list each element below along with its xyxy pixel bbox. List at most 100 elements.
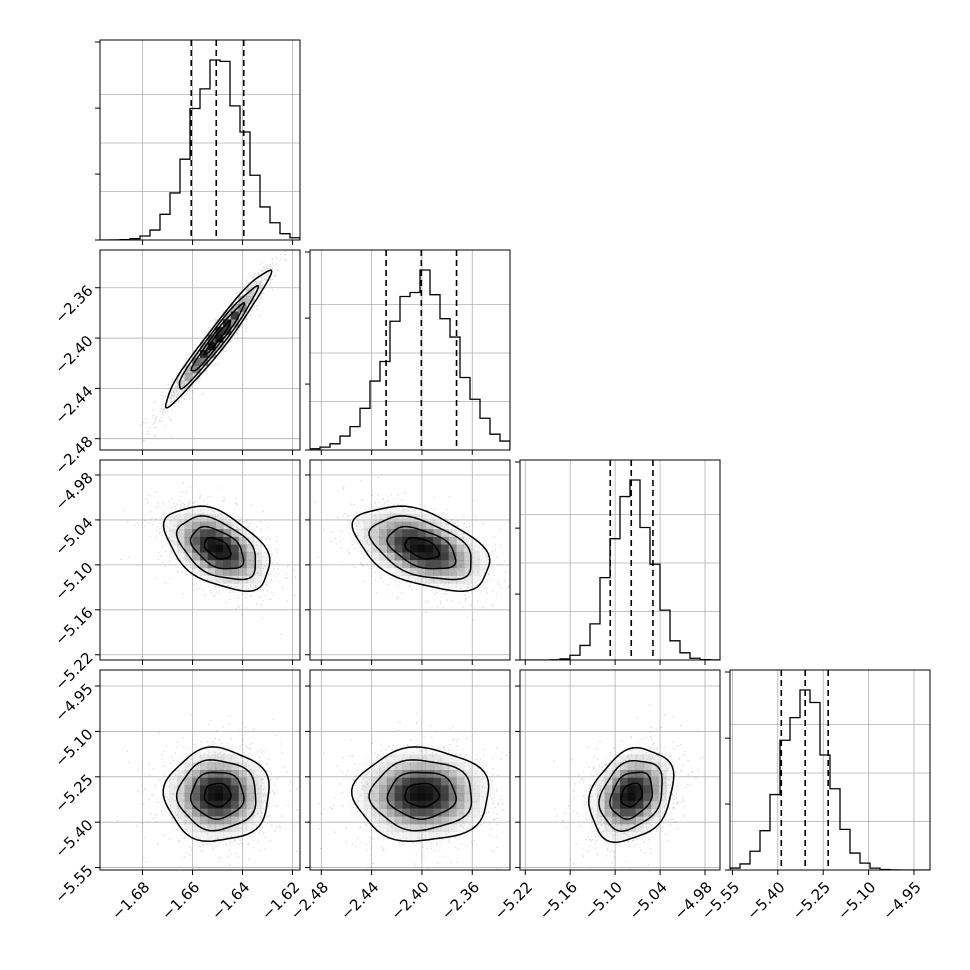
density-cell — [643, 777, 652, 786]
density-cell — [379, 506, 388, 515]
density-cell — [246, 785, 255, 794]
density-cell — [394, 521, 403, 530]
density-cell — [425, 808, 434, 817]
y-tick-label: −2.48 — [51, 432, 96, 477]
density-cell — [169, 762, 178, 771]
density-cell — [379, 762, 388, 771]
x-tick-label: −2.36 — [438, 878, 483, 923]
density-cell — [425, 831, 434, 840]
density-cell — [456, 536, 465, 546]
panel-frame — [309, 249, 511, 451]
density-cell — [589, 823, 598, 833]
density-cell — [253, 808, 263, 817]
contour-line — [386, 771, 457, 820]
density-cell — [410, 560, 419, 569]
density-cell — [666, 777, 675, 786]
density-cell — [230, 785, 239, 794]
density-cell — [417, 536, 426, 546]
density-cell — [238, 793, 247, 802]
density-cell — [612, 777, 621, 786]
density-cell — [238, 567, 247, 576]
scatter-panel-2-0 — [95, 459, 301, 665]
density-cell — [386, 785, 396, 794]
y-tick-label: −5.55 — [51, 861, 96, 906]
density-cell — [394, 498, 403, 507]
density-cell — [612, 823, 621, 833]
density-cell — [402, 831, 411, 840]
density-cell — [627, 785, 636, 794]
density-cell — [363, 552, 373, 561]
density-cell — [448, 529, 457, 538]
density-cell — [169, 770, 178, 779]
density-cell — [230, 521, 239, 530]
density-cell — [356, 536, 365, 546]
density-cell — [261, 567, 270, 576]
density-cell — [666, 785, 675, 794]
density-cell — [363, 770, 373, 779]
density-cell — [161, 536, 170, 546]
density-cell — [620, 793, 629, 802]
density-cell — [200, 785, 209, 794]
density-cell — [200, 544, 209, 553]
density-cell — [417, 560, 426, 569]
density-cell — [479, 785, 488, 794]
density-cell — [223, 529, 232, 538]
density-cell — [230, 552, 239, 561]
density-cell — [402, 552, 411, 561]
density-cell — [394, 839, 403, 848]
density-cell — [471, 536, 480, 546]
density-cell — [371, 552, 380, 561]
density-cell — [169, 521, 178, 530]
x-tick-label: −1.64 — [208, 878, 253, 923]
density-cell — [456, 567, 465, 576]
panel-frame — [99, 249, 301, 451]
density-cell — [417, 785, 426, 794]
density-cell — [207, 816, 216, 825]
density-cell — [425, 567, 434, 576]
contour-line — [350, 746, 490, 843]
density-cell — [238, 319, 247, 328]
density-cell — [238, 816, 247, 825]
density-cell — [658, 785, 667, 794]
density-cell — [440, 746, 449, 756]
density-cell — [379, 513, 388, 523]
density-cell — [192, 373, 201, 382]
density-cell — [448, 590, 457, 599]
density-cell — [433, 823, 442, 833]
density-cell — [230, 762, 239, 771]
density-cell — [176, 498, 186, 507]
density-cell — [673, 770, 683, 779]
density-cell — [253, 536, 263, 546]
density-cell — [261, 265, 270, 274]
density-cell — [486, 800, 496, 809]
density-cell — [207, 583, 216, 592]
scatter-panel-3-1 — [305, 669, 511, 875]
density-cell — [269, 265, 278, 274]
density-cell — [379, 560, 388, 569]
density-cell — [604, 831, 613, 840]
density-cell — [207, 560, 216, 569]
density-cell — [589, 785, 598, 794]
density-cell — [161, 396, 170, 405]
density-cell — [479, 567, 488, 576]
density-cell — [440, 816, 449, 825]
x-tick-label: −4.95 — [880, 878, 925, 923]
density-cell — [253, 575, 263, 584]
density-cell — [356, 529, 365, 538]
density-cell — [207, 506, 216, 515]
density-cell — [417, 808, 426, 817]
density-cell — [246, 762, 255, 771]
density-cell — [261, 575, 270, 584]
density-cell — [386, 816, 396, 825]
density-cell — [356, 544, 365, 553]
density-cell — [627, 831, 636, 840]
density-cell — [417, 552, 426, 561]
density-cell — [192, 839, 201, 848]
density-cell — [184, 800, 193, 809]
contour-line — [162, 746, 270, 843]
density-cell — [417, 754, 426, 763]
density-cell — [200, 342, 209, 351]
density-cell — [207, 823, 216, 833]
density-cell — [425, 552, 434, 561]
